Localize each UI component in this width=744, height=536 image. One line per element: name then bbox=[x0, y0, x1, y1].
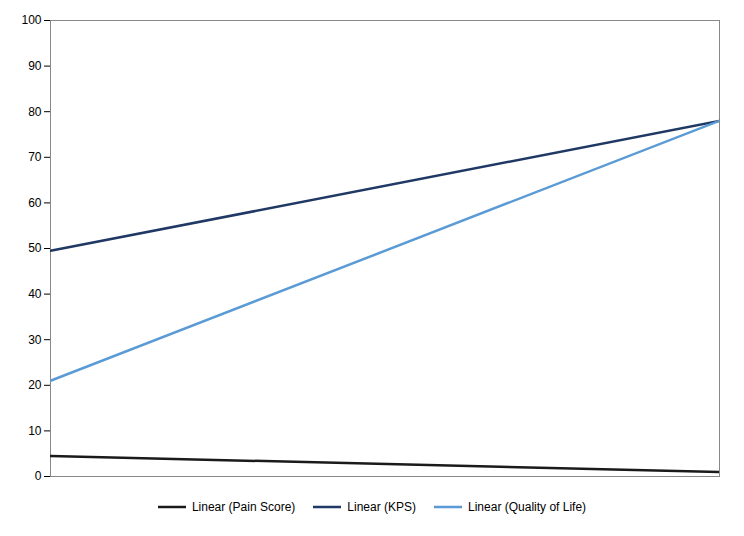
svg-text:100: 100 bbox=[21, 13, 41, 27]
svg-text:40: 40 bbox=[28, 287, 42, 301]
svg-text:30: 30 bbox=[28, 333, 42, 347]
html-text:Linear (Quality of Life): Linear (Quality of Life) bbox=[468, 500, 587, 514]
svg-text:10: 10 bbox=[28, 424, 42, 438]
svg-text:90: 90 bbox=[28, 59, 42, 73]
svg-text:60: 60 bbox=[28, 196, 42, 210]
svg-text:70: 70 bbox=[28, 150, 42, 164]
svg-text:20: 20 bbox=[28, 378, 42, 392]
svg-text:0: 0 bbox=[35, 469, 42, 483]
html-text:Linear (KPS): Linear (KPS) bbox=[347, 500, 416, 514]
svg-text:50: 50 bbox=[28, 241, 42, 255]
html-text:Linear (Pain Score): Linear (Pain Score) bbox=[191, 500, 296, 514]
svg-text:80: 80 bbox=[28, 105, 42, 119]
